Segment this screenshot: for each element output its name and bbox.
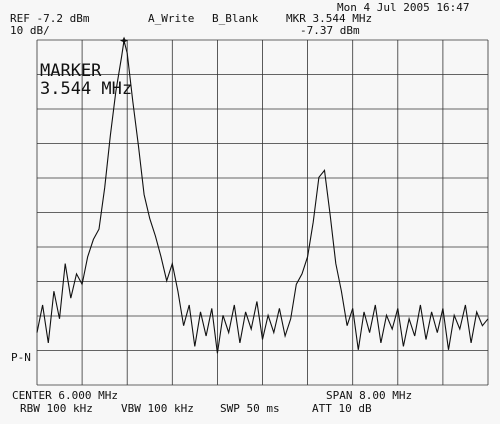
date: Mon 4 Jul 2005 16:47	[337, 1, 469, 14]
sweep: SWP 50 ms	[220, 402, 280, 415]
rbw: RBW 100 kHz	[20, 402, 93, 415]
span: SPAN 8.00 MHz	[326, 389, 412, 402]
ref-level: REF -7.2 dBm	[10, 12, 90, 25]
marker-label: MARKER	[40, 61, 102, 81]
marker-point	[120, 36, 129, 45]
trace	[36, 40, 489, 354]
grid	[36, 39, 489, 386]
marker-level: -7.37 dBm	[300, 24, 360, 37]
marker-freq: MKR 3.544 MHz	[286, 12, 372, 25]
trace-b: B_Blank	[212, 12, 259, 25]
marker-label-freq: 3.544 MHz	[40, 79, 132, 99]
center-freq: CENTER 6.000 MHz	[12, 389, 118, 402]
attenuation: ATT 10 dB	[312, 402, 372, 415]
vbw: VBW 100 kHz	[121, 402, 194, 415]
pn-label: P-N	[11, 351, 31, 364]
scale: 10 dB/	[10, 24, 50, 37]
trace-a: A_Write	[148, 12, 194, 25]
